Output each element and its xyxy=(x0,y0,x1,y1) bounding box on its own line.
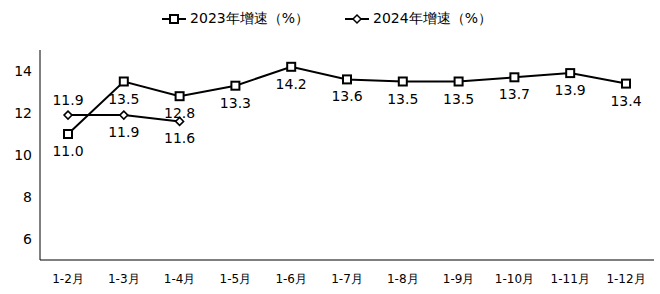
svg-text:13.6: 13.6 xyxy=(331,88,362,104)
svg-text:13.5: 13.5 xyxy=(387,91,418,107)
svg-text:13.4: 13.4 xyxy=(610,93,641,109)
html-text:2024年增速（%）: 2024年增速（%） xyxy=(373,10,492,26)
svg-text:11.6: 11.6 xyxy=(164,130,195,146)
svg-text:11.0: 11.0 xyxy=(52,143,83,159)
svg-text:12.8: 12.8 xyxy=(164,105,195,121)
svg-text:10: 10 xyxy=(14,147,32,163)
svg-text:1-3月: 1-3月 xyxy=(108,272,140,286)
svg-text:13.9: 13.9 xyxy=(555,82,586,98)
svg-text:13.7: 13.7 xyxy=(499,86,530,102)
svg-text:1-5月: 1-5月 xyxy=(220,272,252,286)
svg-text:13.5: 13.5 xyxy=(443,91,474,107)
svg-text:1-6月: 1-6月 xyxy=(275,272,307,286)
svg-text:1-7月: 1-7月 xyxy=(331,272,363,286)
svg-text:1-12月: 1-12月 xyxy=(606,272,645,286)
svg-text:14.2: 14.2 xyxy=(276,76,307,92)
svg-text:1-11月: 1-11月 xyxy=(551,272,590,286)
svg-text:8: 8 xyxy=(23,189,32,205)
svg-text:13.5: 13.5 xyxy=(108,91,139,107)
svg-text:11.9: 11.9 xyxy=(52,92,83,108)
svg-text:12: 12 xyxy=(14,105,32,121)
svg-text:1-2月: 1-2月 xyxy=(52,272,84,286)
svg-text:1-8月: 1-8月 xyxy=(387,272,419,286)
svg-text:6: 6 xyxy=(23,231,32,247)
html-text:2023年增速（%）: 2023年增速（%） xyxy=(190,10,309,26)
svg-text:11.9: 11.9 xyxy=(108,124,139,140)
svg-text:1-4月: 1-4月 xyxy=(164,272,196,286)
svg-text:1-9月: 1-9月 xyxy=(443,272,475,286)
svg-text:14: 14 xyxy=(14,63,32,79)
svg-text:1-10月: 1-10月 xyxy=(495,272,534,286)
svg-text:13.3: 13.3 xyxy=(220,95,251,111)
